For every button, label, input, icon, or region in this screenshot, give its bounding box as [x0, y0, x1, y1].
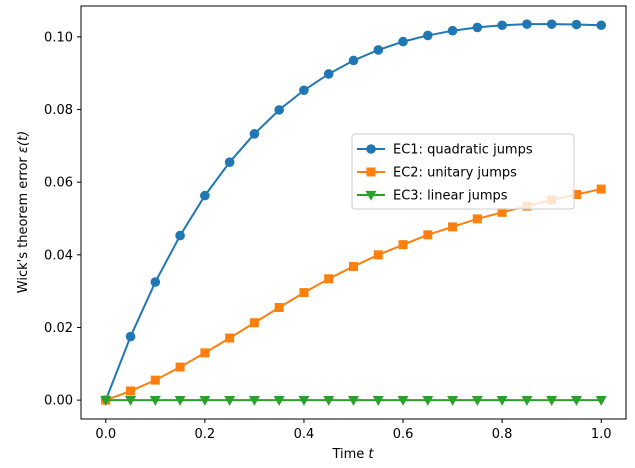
data-point-ec1: [522, 19, 532, 29]
data-point-ec2: [126, 386, 136, 396]
data-point-ec1: [398, 36, 408, 47]
series-layer: [100, 19, 607, 406]
y-axis-label: Wick's theorem error ε(t): [16, 131, 31, 293]
y-axis: 0.00 0.02 0.04 0.06 0.08 0.10: [44, 30, 81, 409]
y-tick-label: 0.06: [44, 176, 73, 191]
data-point-ec1: [249, 129, 260, 139]
data-point-ec2: [274, 302, 284, 312]
data-point-ec2: [571, 190, 581, 200]
y-tick-label: 0.02: [44, 321, 73, 336]
data-point-ec3: [348, 395, 359, 406]
data-point-ec3: [298, 395, 310, 406]
data-point-ec3: [447, 395, 459, 406]
legend-label: EC2: unitary jumps: [393, 166, 517, 181]
x-tick-label: 0.2: [195, 427, 216, 442]
data-point-ec3: [224, 395, 236, 406]
data-point-ec2: [175, 362, 185, 372]
data-point-ec2: [324, 274, 334, 284]
data-point-ec2: [472, 214, 482, 224]
data-point-ec1: [200, 190, 210, 201]
x-tick-label: 0.4: [294, 427, 315, 442]
data-point-ec2: [299, 288, 309, 298]
data-point-ec3: [546, 395, 558, 406]
y-tick-label: 0.00: [44, 394, 73, 409]
data-point-ec2: [150, 375, 160, 385]
legend-entry-ec1: EC1: quadratic jumps: [357, 143, 533, 158]
legend-entry-ec3: EC3: linear jumps: [357, 189, 508, 204]
data-point-ec3: [100, 395, 112, 406]
data-point-ec3: [397, 395, 409, 406]
data-point-ec1: [323, 69, 334, 79]
data-point-ec3: [125, 395, 137, 406]
legend-label: EC3: linear jumps: [393, 189, 508, 204]
legend: EC1: quadratic jumps EC2: unitary jumps EC…: [351, 133, 575, 210]
y-tick-label: 0.10: [44, 30, 73, 45]
plot-frame: [80, 5, 627, 420]
legend-entry-ec2: EC2: unitary jumps: [357, 166, 517, 181]
x-tick-label: 1.0: [591, 427, 612, 442]
x-tick-label: 0.0: [95, 427, 116, 442]
data-point-ec1: [447, 25, 458, 36]
data-point-ec3: [149, 395, 161, 406]
data-point-ec2: [200, 348, 210, 358]
x-axis-label: Time t: [331, 447, 374, 462]
data-point-ec2: [349, 261, 358, 271]
data-point-ec3: [471, 395, 483, 406]
legend-box: [351, 133, 575, 210]
legend-label: EC1: quadratic jumps: [393, 143, 533, 158]
data-point-ec3: [570, 395, 582, 406]
data-point-ec3: [199, 395, 211, 406]
data-point-ec3: [174, 395, 186, 406]
data-point-ec1: [348, 55, 359, 66]
y-tick-label: 0.08: [44, 103, 73, 118]
data-point-ec1: [125, 331, 136, 342]
data-point-ec3: [273, 395, 285, 406]
data-point-ec1: [472, 22, 483, 33]
data-point-ec1: [224, 157, 235, 167]
data-point-ec1: [596, 20, 607, 31]
x-axis: 0.0 0.2 0.4 0.6 0.8 1.0: [95, 419, 612, 442]
data-point-ec2: [249, 318, 259, 328]
series-ec1: [100, 19, 607, 405]
data-point-ec1: [150, 277, 161, 287]
data-point-ec2: [225, 333, 235, 343]
data-point-ec1: [175, 230, 185, 241]
y-tick-label: 0.04: [44, 248, 73, 263]
legend-marker: [366, 144, 376, 154]
legend-marker: [365, 190, 377, 201]
data-point-ec1: [373, 45, 384, 55]
data-point-ec3: [422, 395, 434, 406]
data-point-ec1: [571, 19, 582, 30]
x-tick-label: 0.8: [492, 427, 513, 442]
series-ec3: [100, 395, 607, 406]
data-point-ec2: [423, 230, 433, 240]
data-point-ec2: [497, 207, 507, 217]
data-point-ec1: [423, 30, 433, 41]
data-point-ec1: [497, 20, 507, 31]
data-point-ec3: [323, 395, 335, 406]
data-point-ec3: [521, 395, 533, 406]
data-point-ec2: [398, 240, 408, 250]
data-point-ec3: [372, 395, 384, 406]
data-point-ec3: [496, 395, 508, 406]
data-point-ec2: [596, 184, 606, 194]
series-ec2: [101, 184, 606, 405]
data-point-ec1: [299, 85, 309, 96]
data-point-ec1: [546, 19, 557, 29]
data-point-ec2: [373, 250, 383, 260]
data-point-ec1: [274, 105, 284, 115]
series-line-ec1: [104, 23, 602, 401]
data-point-ec3: [248, 395, 260, 406]
data-point-ec2: [448, 222, 458, 232]
legend-marker: [366, 167, 376, 177]
data-point-ec3: [595, 395, 607, 406]
x-tick-label: 0.6: [393, 427, 414, 442]
